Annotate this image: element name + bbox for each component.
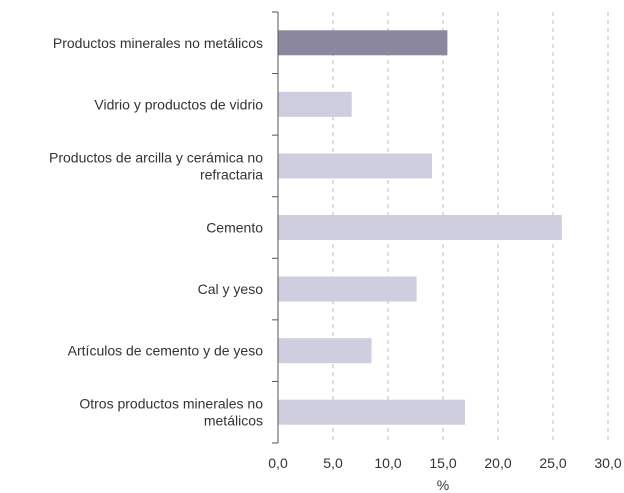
category-label-line: Otros productos minerales no (79, 396, 263, 412)
category-label-line: Cemento (206, 220, 263, 236)
y-axis (272, 11, 279, 444)
category-label: Cal y yeso (198, 281, 264, 297)
category-label-line: Vidrio y productos de vidrio (94, 96, 263, 112)
x-tick-labels: 0,0 5,0 10,0 15,0 20,0 25,0 30,0 (268, 455, 622, 471)
x-tick-label: 25,0 (539, 455, 566, 471)
bar (278, 91, 352, 117)
category-label: Productos minerales no metálicos (53, 35, 263, 51)
category-label: Artículos de cemento y de yeso (68, 343, 264, 359)
category-label: Productos de arcilla y cerámica no refrac… (49, 149, 263, 182)
bar (278, 215, 562, 240)
x-axis-title: % (437, 477, 449, 493)
bar (278, 30, 448, 56)
x-tick-label: 30,0 (594, 455, 621, 471)
category-label-line: metálicos (204, 413, 263, 429)
x-tick-label: 20,0 (484, 455, 511, 471)
category-label-line: refractaria (200, 166, 263, 182)
category-label: Otros productos minerales no metálicos (79, 396, 263, 429)
category-label-line: Cal y yeso (198, 281, 264, 297)
bar (278, 276, 417, 302)
category-label-line: Productos minerales no metálicos (53, 35, 263, 51)
category-label: Vidrio y productos de vidrio (94, 96, 263, 112)
bar (278, 338, 372, 364)
category-label-line: Artículos de cemento y de yeso (68, 343, 264, 359)
category-label-line: Productos de arcilla y cerámica no (49, 149, 263, 165)
bar (278, 399, 465, 425)
category-label: Cemento (206, 220, 263, 236)
bars (278, 30, 562, 425)
bar (278, 153, 432, 179)
x-tick-label: 0,0 (268, 455, 288, 471)
x-tick-label: 10,0 (374, 455, 401, 471)
x-tick-label: 5,0 (323, 455, 343, 471)
x-tick-label: 15,0 (429, 455, 456, 471)
category-labels: Productos minerales no metálicos Vidrio y… (49, 35, 263, 429)
